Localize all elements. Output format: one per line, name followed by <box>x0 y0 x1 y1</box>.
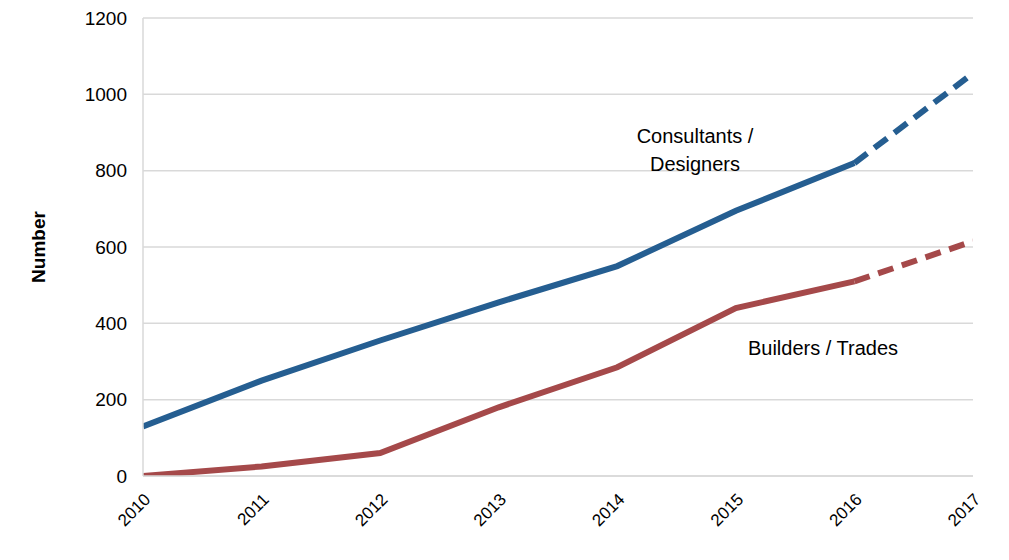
svg-text:2010: 2010 <box>114 490 154 530</box>
svg-text:1200: 1200 <box>85 8 127 29</box>
svg-text:2014: 2014 <box>588 490 628 530</box>
svg-text:2012: 2012 <box>351 490 391 530</box>
svg-text:400: 400 <box>95 313 127 334</box>
svg-text:2011: 2011 <box>234 490 273 529</box>
html-text:Consultants / Designers: Consultants / Designers <box>636 125 754 175</box>
svg-text:2015: 2015 <box>707 490 747 530</box>
svg-text:2017: 2017 <box>944 490 984 530</box>
svg-text:200: 200 <box>95 389 127 410</box>
svg-text:1000: 1000 <box>85 84 127 105</box>
svg-text:2013: 2013 <box>470 490 510 530</box>
svg-text:Number: Number <box>28 211 49 283</box>
html-text:Builders / Trades: Builders / Trades <box>748 337 898 359</box>
svg-text:0: 0 <box>116 466 127 487</box>
svg-text:600: 600 <box>95 237 127 258</box>
svg-text:2016: 2016 <box>826 490 866 530</box>
svg-text:800: 800 <box>95 160 127 181</box>
